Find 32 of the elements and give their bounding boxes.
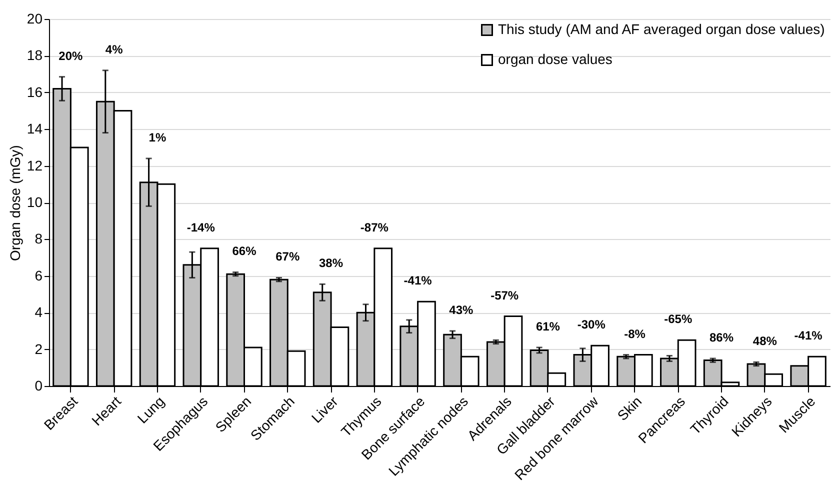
annotation: -41%	[794, 328, 823, 343]
y-axis-title: Organ dose (mGy)	[6, 145, 23, 261]
annotation: 61%	[536, 319, 560, 334]
legend-label: This study (AM and AF averaged organ dose values)	[498, 21, 825, 37]
annotation: -14%	[186, 220, 216, 234]
y-tick-label: 2	[34, 340, 43, 357]
annotation: -57%	[490, 288, 519, 302]
annotation: 66%	[232, 244, 257, 258]
annotation: -65%	[664, 312, 692, 326]
y-tick-label: 0	[34, 378, 43, 394]
annotation: 48%	[752, 334, 778, 348]
annotation: 86%	[710, 330, 734, 344]
y-tick-label: 14	[26, 120, 43, 137]
annotation: 1%	[148, 130, 166, 144]
annotation: -87%	[360, 220, 389, 234]
annotation: 4%	[105, 42, 124, 56]
y-tick-label: 16	[26, 84, 43, 100]
y-tick-label: 8	[34, 230, 43, 247]
legend-label: organ dose values	[498, 51, 612, 67]
y-tick-label: 20	[26, 10, 43, 26]
y-tick-label: 10	[26, 194, 43, 210]
annotation: 43%	[449, 302, 474, 317]
annotation: -41%	[404, 274, 432, 288]
y-tick-label: 6	[34, 267, 43, 284]
annotation: 67%	[276, 250, 300, 264]
y-tick-label: 12	[26, 157, 43, 174]
annotation: 20%	[58, 48, 84, 63]
y-tick-label: 4	[34, 304, 43, 320]
annotation: -30%	[577, 318, 606, 332]
annotation: -8%	[624, 326, 646, 341]
annotation: 38%	[319, 256, 344, 270]
y-tick-label: 18	[26, 47, 43, 64]
